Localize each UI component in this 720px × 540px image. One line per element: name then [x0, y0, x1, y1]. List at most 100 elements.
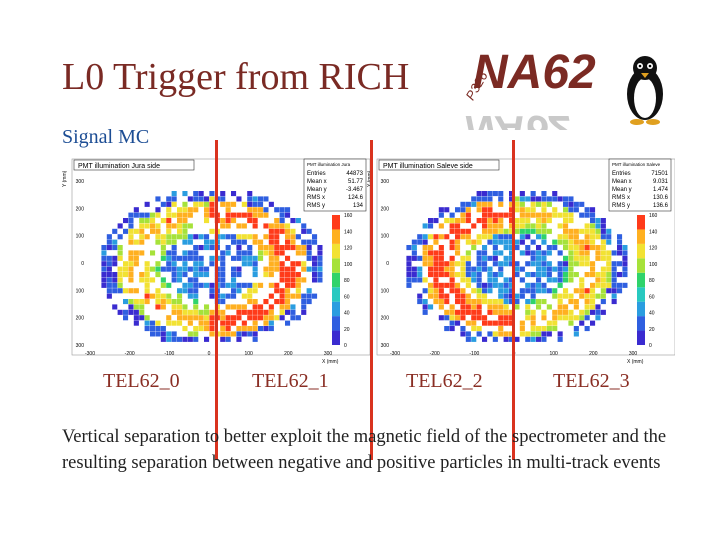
x-tick-label: 300: [629, 351, 638, 357]
heatmap-cell: [279, 288, 285, 294]
heatmap-cell: [455, 293, 461, 299]
heatmap-cell: [487, 309, 493, 315]
heatmap-cell: [198, 255, 204, 261]
heatmap-cell: [498, 196, 504, 202]
heatmap-cell: [150, 266, 156, 272]
heatmap-cell: [182, 191, 188, 197]
heatmap-cell: [182, 282, 188, 288]
stats-label: Mean x: [612, 179, 632, 185]
heatmap-cell: [563, 309, 569, 315]
heatmap-cell: [622, 245, 628, 251]
heatmap-cell: [220, 309, 226, 315]
heatmap-cell: [204, 309, 210, 315]
heatmap-cell: [306, 255, 312, 261]
heatmap-cell: [285, 299, 291, 305]
heatmap-cell: [460, 218, 466, 224]
heatmap-cell: [541, 191, 547, 197]
heatmap-cell: [171, 201, 177, 207]
heatmap-cell: [503, 309, 509, 315]
heatmap-cell: [557, 336, 563, 342]
heatmap-cell: [498, 228, 504, 234]
stats-value: 9.031: [653, 179, 669, 185]
heatmap-cell: [112, 288, 118, 294]
heatmap-cell: [476, 272, 482, 278]
heatmap-cell: [301, 223, 307, 229]
heatmap-cell: [541, 201, 547, 207]
heatmap-cell: [595, 234, 601, 240]
heatmap-cell: [182, 326, 188, 332]
heatmap-cell: [268, 272, 274, 278]
jura-heatmap-panel: PMT illumination Jura side PMT illuminati…: [62, 158, 370, 365]
heatmap-cell: [449, 239, 455, 245]
y-tick-label: 100: [76, 234, 85, 240]
heatmap-cell: [584, 326, 590, 332]
heatmap-cell: [301, 239, 307, 245]
heatmap-cell: [546, 261, 552, 267]
heatmap-cell: [133, 309, 139, 315]
heatmap-cell: [258, 245, 264, 251]
y-tick-label: 300: [76, 343, 85, 349]
heatmap-cell: [236, 315, 242, 321]
heatmap-cell: [258, 196, 264, 202]
colorbar-tick-label: 100: [649, 262, 658, 268]
heatmap-cell: [144, 299, 150, 305]
heatmap-cell: [557, 196, 563, 202]
heatmap-cell: [476, 277, 482, 283]
heatmap-cell: [187, 309, 193, 315]
heatmap-cell: [417, 239, 423, 245]
heatmap-cell: [290, 315, 296, 321]
heatmap-cell: [530, 331, 536, 337]
heatmap-cell: [422, 223, 428, 229]
heatmap-cell: [225, 245, 231, 251]
heatmap-cell: [482, 255, 488, 261]
heatmap-cell: [285, 272, 291, 278]
heatmap-cell: [106, 272, 112, 278]
heatmap-cell: [241, 293, 247, 299]
heatmap-cell: [503, 255, 509, 261]
heatmap-cell: [187, 277, 193, 283]
heatmap-cell: [279, 266, 285, 272]
colorbar-segment: [332, 258, 340, 273]
heatmap-cell: [579, 293, 585, 299]
heatmap-cell: [231, 320, 237, 326]
heatmap-cell: [455, 272, 461, 278]
heatmap-cell: [171, 272, 177, 278]
heatmap-cell: [236, 266, 242, 272]
heatmap-cell: [182, 207, 188, 213]
heatmap-cell: [557, 331, 563, 337]
heatmap-cell: [449, 309, 455, 315]
heatmap-cell: [487, 266, 493, 272]
heatmap-cell: [193, 299, 199, 305]
stats-value: 134: [353, 203, 364, 209]
heatmap-cell: [514, 299, 520, 305]
heatmap-cell: [258, 201, 264, 207]
heatmap-cell: [552, 245, 558, 251]
heatmap-cell: [541, 288, 547, 294]
heatmap-cell: [536, 326, 542, 332]
heatmap-cell: [258, 282, 264, 288]
heatmap-cell: [285, 282, 291, 288]
x-tick-label: -100: [164, 351, 174, 357]
heatmap-cell: [204, 239, 210, 245]
heatmap-cell: [106, 255, 112, 261]
heatmap-cell: [182, 201, 188, 207]
heatmap-cell: [503, 331, 509, 337]
heatmap-cell: [128, 261, 134, 267]
heatmap-cell: [268, 293, 274, 299]
heatmap-cell: [290, 261, 296, 267]
heatmap-cell: [563, 228, 569, 234]
penguin-icon: [627, 56, 663, 125]
x-tick-label: -200: [125, 351, 135, 357]
heatmap-cell: [117, 266, 123, 272]
heatmap-cell: [471, 266, 477, 272]
heatmap-cell: [258, 309, 264, 315]
heatmap-cell: [220, 331, 226, 337]
heatmap-cell: [563, 293, 569, 299]
heatmap-cell: [268, 255, 274, 261]
heatmap-cell: [514, 261, 520, 267]
heatmap-cell: [552, 315, 558, 321]
heatmap-cell: [274, 315, 280, 321]
heatmap-cell: [541, 309, 547, 315]
heatmap-cell: [438, 282, 444, 288]
description-text: Vertical separation to better exploit th…: [62, 427, 667, 473]
